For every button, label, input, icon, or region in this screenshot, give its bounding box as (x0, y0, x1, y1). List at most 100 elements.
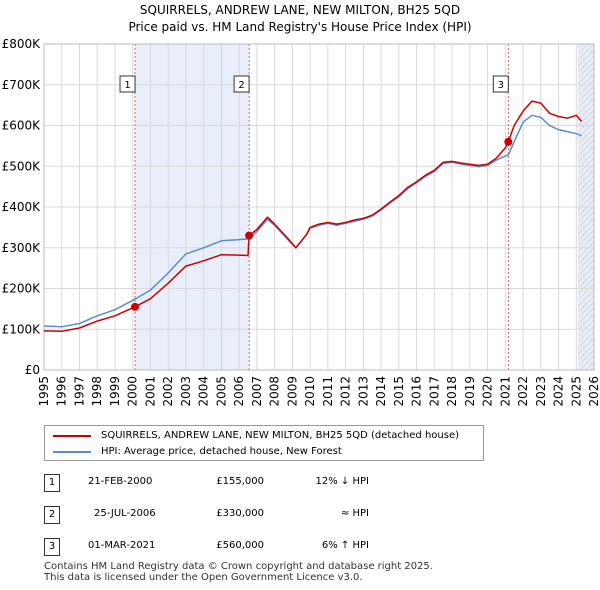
hatch-line (578, 55, 595, 73)
x-tick-label: 2006 (232, 376, 246, 407)
x-tick-label: 2010 (303, 376, 317, 407)
hatch-line (578, 44, 583, 49)
x-tick-label: 2013 (356, 376, 370, 407)
x-tick-label: 2009 (285, 376, 299, 407)
x-tick-label: 2021 (498, 376, 512, 407)
x-tick-label: 2020 (481, 376, 495, 407)
transaction-date: 25-JUL-2006 (94, 508, 156, 519)
x-tick-label: 2023 (534, 376, 548, 407)
x-tick-label: 2025 (569, 376, 583, 407)
x-tick-label: 2017 (427, 376, 441, 407)
hatch-line (578, 2, 594, 18)
hatch-line (578, 307, 595, 325)
footer-copyright: Contains HM Land Registry data © Crown c… (44, 561, 433, 572)
hatch-line (578, 181, 595, 199)
y-tick-label: £0 (25, 363, 40, 377)
x-tick-label: 2019 (463, 376, 477, 407)
transaction-number: 3 (44, 538, 60, 556)
transaction-price: £330,000 (216, 508, 264, 519)
sale-label: 2 (238, 80, 244, 91)
y-tick-label: £400K (2, 200, 42, 214)
hatch-line (578, 20, 594, 36)
legend-label-property: SQUIRRELS, ANDREW LANE, NEW MILTON, BH25… (101, 430, 460, 441)
hatch-line (578, 26, 594, 42)
hatch-line (578, 187, 595, 205)
x-tick-label: 2000 (126, 376, 140, 407)
hatch-line (578, 235, 595, 253)
hatch-line (578, 343, 595, 361)
hatch-line (578, 301, 595, 319)
chart-subtitle: Price paid vs. HM Land Registry's House … (128, 20, 471, 34)
hatch-line (578, 61, 595, 79)
sale-label-box (119, 75, 136, 93)
hatch-line (578, 199, 595, 217)
hpi-line (43, 114, 582, 328)
hatch-line (578, 283, 595, 301)
hatch-line (578, 103, 595, 121)
hatch-line (578, 8, 594, 24)
hatch-line (578, 151, 595, 169)
hatch-line (578, 67, 595, 85)
x-tick-label: 2012 (339, 376, 353, 407)
x-tick-label: 2002 (161, 376, 175, 407)
x-tick-label: 1996 (55, 376, 69, 407)
hatch-line (578, 349, 595, 367)
y-tick-label: £200K (2, 282, 42, 296)
transaction-hpi: 12% ↓ HPI (315, 476, 369, 487)
legend-swatch-property (53, 434, 91, 437)
hatch-line (578, 73, 595, 91)
hatch-line (578, 44, 595, 61)
x-tick-label: 2001 (143, 376, 157, 407)
hatch-line (578, 169, 595, 187)
hatch-line (578, 127, 595, 145)
x-tick-label: 2008 (268, 376, 282, 407)
hatch-line (578, 0, 594, 6)
transaction-number: 1 (44, 474, 60, 492)
hatch-line (578, 337, 595, 355)
hatch-line (578, 253, 595, 271)
legend-label-hpi: HPI: Average price, detached house, New … (101, 446, 342, 457)
x-tick-label: 2024 (552, 376, 566, 407)
hatch-line (578, 223, 595, 241)
transaction-hpi: 6% ↑ HPI (321, 540, 369, 551)
x-tick-label: 2007 (250, 376, 264, 407)
transaction-date: 21-FEB-2000 (88, 476, 153, 487)
hatch-line (578, 259, 595, 277)
hatch-line (578, 331, 595, 349)
hatch-line (578, 109, 595, 127)
plot-frame (43, 43, 595, 371)
y-tick-label: £700K (2, 78, 42, 92)
x-tick-label: 2018 (445, 376, 459, 407)
sale-point (504, 137, 513, 146)
x-tick-label: 2026 (587, 376, 600, 407)
legend-item-hpi: HPI: Average price, detached house, New … (53, 446, 342, 457)
y-tick-label: £800K (2, 37, 42, 51)
x-tick-label: 2016 (410, 376, 424, 407)
hatch-line (578, 14, 594, 30)
x-tick-label: 1995 (37, 376, 51, 407)
transaction-hpi: ≈ HPI (340, 508, 369, 519)
x-tick-label: 1997 (72, 376, 86, 407)
x-tick-label: 2022 (516, 376, 530, 407)
y-tick-label: £300K (2, 241, 42, 255)
legend: SQUIRRELS, ANDREW LANE, NEW MILTON, BH25… (44, 425, 484, 461)
sale-point (131, 302, 140, 311)
y-tick-label: £600K (2, 119, 42, 133)
hatch-line (578, 247, 595, 265)
hatch-line (578, 265, 595, 283)
hatch-line (578, 289, 595, 307)
hatch-line (578, 44, 589, 55)
y-tick-label: £100K (2, 322, 42, 336)
hatch-line (578, 79, 595, 97)
hatch-line (578, 145, 595, 163)
hatch-line (578, 97, 595, 115)
price-paid-line (43, 100, 583, 333)
hatch-line (578, 295, 595, 313)
x-tick-label: 2003 (179, 376, 193, 407)
x-tick-label: 2015 (392, 376, 406, 407)
x-tick-label: 1998 (90, 376, 104, 407)
sale-label: 3 (498, 80, 504, 91)
hatch-line (578, 271, 595, 289)
legend-item-property: SQUIRRELS, ANDREW LANE, NEW MILTON, BH25… (53, 430, 459, 441)
footer-licence: This data is licensed under the Open Gov… (44, 572, 363, 583)
